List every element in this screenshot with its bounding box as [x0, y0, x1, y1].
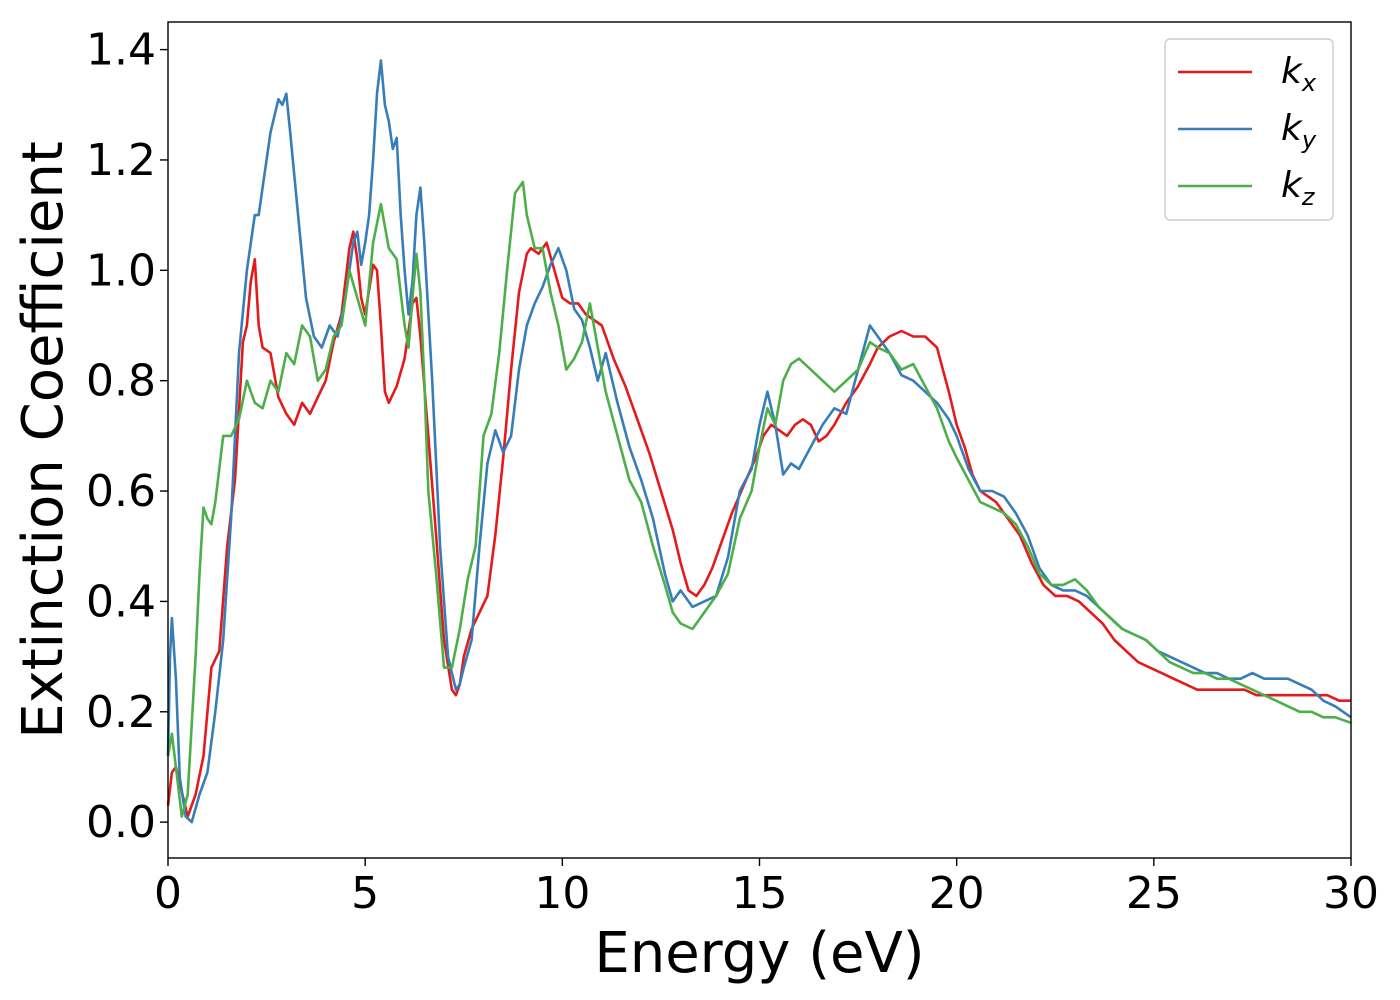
y-axis-ticks: 0.0 0.2 0.4 0.6 0.8 1.0 1.2 1.4 [86, 25, 168, 848]
y-tick-label: 0.8 [86, 356, 156, 407]
x-tick-label: 25 [1126, 868, 1182, 919]
x-tick-label: 5 [351, 868, 379, 919]
series-line-y [166, 59, 1352, 824]
y-tick-label: 0.0 [86, 797, 156, 848]
y-tick-label: 0.4 [86, 576, 156, 627]
series-line-z [166, 180, 1352, 818]
y-tick-label: 1.2 [86, 135, 156, 186]
x-tick-label: 30 [1323, 868, 1379, 919]
series-line-x [166, 230, 1351, 818]
x-axis-ticks: 0 5 10 15 20 25 30 [154, 858, 1379, 919]
x-tick-label: 20 [929, 868, 985, 919]
y-axis-label: Extinction Coefficient [11, 141, 76, 739]
legend-label-y: ky [1281, 108, 1317, 154]
legend-label-z: kz [1281, 165, 1316, 211]
legend-label-x: kx [1281, 51, 1317, 97]
y-tick-label: 0.6 [86, 466, 156, 517]
y-tick-label: 0.2 [86, 687, 156, 738]
legend: kx ky kz [1164, 38, 1334, 221]
x-axis-label: Energy (eV) [594, 921, 924, 986]
y-tick-label: 1.0 [86, 245, 156, 296]
x-tick-label: 15 [732, 868, 788, 919]
plot-lines [166, 59, 1352, 824]
y-tick-label: 1.4 [86, 25, 156, 76]
x-tick-label: 10 [534, 868, 590, 919]
x-tick-label: 0 [154, 868, 182, 919]
